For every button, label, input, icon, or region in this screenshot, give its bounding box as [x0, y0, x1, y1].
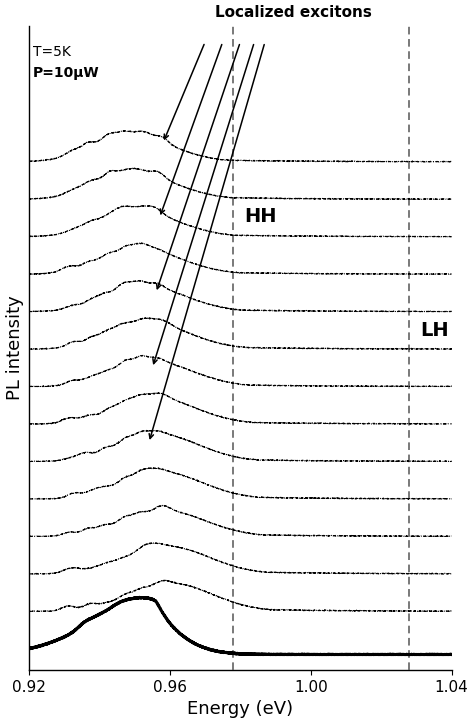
- Y-axis label: PL intensity: PL intensity: [6, 295, 24, 400]
- Text: Localized excitons: Localized excitons: [215, 4, 372, 20]
- Text: LH: LH: [420, 321, 448, 340]
- X-axis label: Energy (eV): Energy (eV): [187, 700, 293, 718]
- Text: T=5K: T=5K: [33, 45, 71, 59]
- Text: HH: HH: [244, 206, 276, 226]
- Text: P=10μW: P=10μW: [33, 66, 99, 80]
